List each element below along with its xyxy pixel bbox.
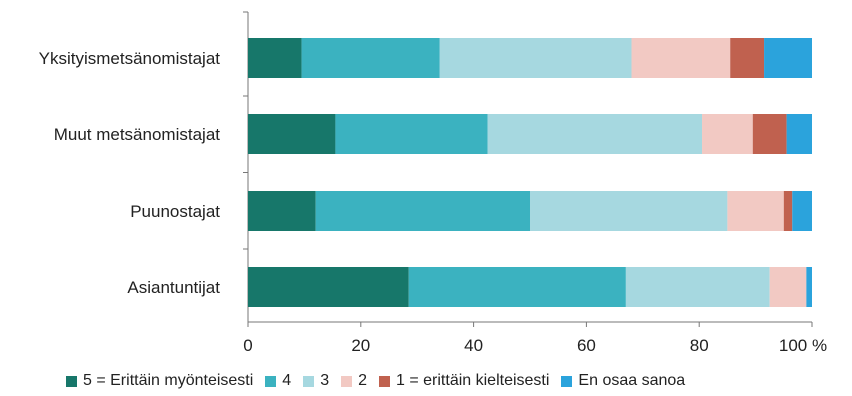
legend-label: 1 = erittäin kielteisesti — [396, 372, 550, 389]
chart-legend: 5 = Erittäin myönteisesti 4 3 2 1 = erittäin… — [66, 372, 697, 390]
legend-swatch — [379, 375, 391, 387]
bar-segment — [702, 114, 753, 154]
category-label: Muut metsänomistajat — [54, 125, 221, 144]
legend-item: En osaa sanoa — [561, 372, 685, 390]
bar-segment — [783, 191, 793, 231]
bar-segment — [752, 114, 787, 154]
legend-swatch — [265, 375, 277, 387]
bar-segment — [730, 38, 765, 78]
bar-segment — [439, 38, 632, 78]
bar-segment — [631, 38, 731, 78]
bar-segment — [248, 38, 302, 78]
bar-segment — [335, 114, 488, 154]
bar-segment — [769, 267, 807, 307]
bar-segment — [487, 114, 703, 154]
stacked-bar-chart: 0 20 40 60 80 100 % Yksityismetsänomistajat Mu… — [39, 11, 827, 355]
chart-labels: Yksityismetsänomistajat Muut metsänomista… — [39, 49, 221, 297]
bar-segment — [530, 191, 728, 231]
bar-segment — [248, 267, 409, 307]
bar-segment — [248, 191, 316, 231]
bar-segment — [248, 114, 336, 154]
bar-segment — [315, 191, 530, 231]
legend-label: 4 — [282, 372, 292, 389]
bar-segment — [764, 38, 812, 78]
legend-item: 4 — [265, 372, 291, 390]
x-tick-label: 0 — [243, 336, 252, 355]
bar-segment — [806, 267, 812, 307]
chart-axes: 0 20 40 60 80 100 % — [243, 11, 827, 355]
legend-swatch — [66, 375, 77, 387]
bar-segment — [792, 191, 812, 231]
bar-segment — [727, 191, 784, 231]
bar-segment — [625, 267, 770, 307]
bar-segment — [408, 267, 626, 307]
bar-segment — [786, 114, 812, 154]
legend-item: 2 — [341, 372, 367, 390]
legend-label: 2 — [358, 372, 368, 389]
x-tick-label: 80 — [690, 336, 709, 355]
bar-segment — [301, 38, 440, 78]
legend-swatch — [303, 375, 315, 387]
legend-label: 3 — [320, 372, 330, 389]
x-tick-label: 20 — [351, 336, 370, 355]
legend-swatch — [341, 375, 353, 387]
legend-label: En osaa sanoa — [578, 372, 686, 389]
legend-item: 5 = Erittäin myönteisesti — [66, 372, 253, 390]
chart-bars — [248, 38, 812, 307]
category-label: Asiantuntijat — [127, 278, 220, 297]
category-label: Yksityismetsänomistajat — [39, 49, 221, 68]
category-label: Puunostajat — [130, 202, 220, 221]
legend-item: 3 — [303, 372, 329, 390]
x-tick-label: 60 — [577, 336, 596, 355]
x-tick-label: 100 % — [779, 336, 827, 355]
legend-item: 1 = erittäin kielteisesti — [379, 372, 549, 390]
legend-label: 5 = Erittäin myönteisesti — [83, 372, 254, 389]
x-tick-label: 40 — [464, 336, 483, 355]
legend-swatch — [561, 375, 573, 387]
